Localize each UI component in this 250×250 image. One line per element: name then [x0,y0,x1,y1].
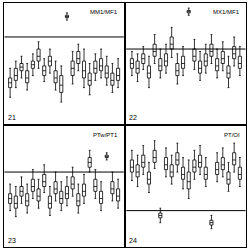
svg-text:MM1/MF1: MM1/MF1 [90,9,118,15]
svg-text:24: 24 [129,237,137,244]
svg-text:PTw/PT1: PTw/PT1 [93,132,118,138]
svg-text:23: 23 [8,237,16,244]
svg-text:21: 21 [8,114,16,121]
svg-text:PT/OI: PT/OI [224,132,240,138]
svg-text:MX1/MF1: MX1/MF1 [213,9,240,15]
svg-text:22: 22 [129,114,137,121]
